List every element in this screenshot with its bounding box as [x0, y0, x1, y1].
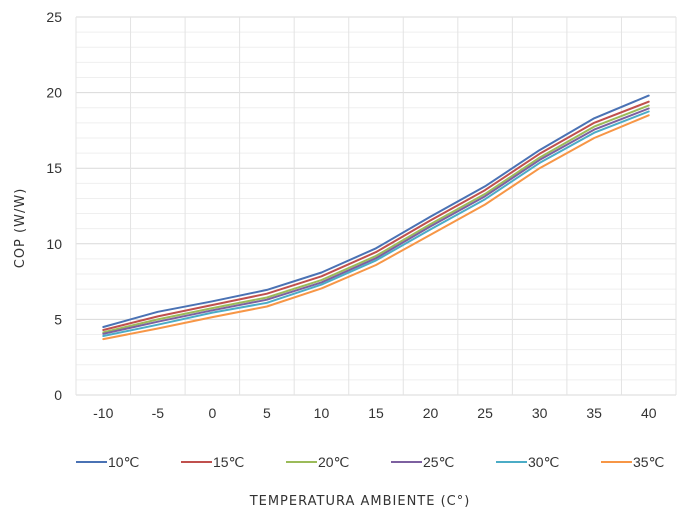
- x-tick-label: 35: [586, 405, 602, 421]
- x-tick-label: 25: [477, 405, 493, 421]
- x-tick-label: 40: [641, 405, 657, 421]
- series-line: [102, 100, 650, 331]
- legend-label: 10℃: [108, 454, 139, 470]
- x-tick-label: 0: [208, 405, 216, 421]
- legend-label: 25℃: [423, 454, 454, 470]
- series-line: [102, 110, 650, 337]
- series-lines: [102, 94, 650, 341]
- x-axis-title: TEMPERATURA AMBIENTE (C°): [249, 494, 471, 509]
- y-tick-label: 0: [54, 387, 62, 403]
- series-line: [102, 94, 650, 328]
- legend: 10℃ 15℃ 20℃ 25℃ 30℃ 35℃: [76, 454, 664, 470]
- y-axis-title: COP (W/W): [13, 188, 28, 269]
- legend-label: 30℃: [528, 454, 559, 470]
- series-line: [102, 114, 650, 341]
- x-tick-label: 15: [368, 405, 384, 421]
- x-axis-ticks: -10 -5 0 5 10 15 20 25 30 35 40: [93, 405, 657, 421]
- legend-label: 15℃: [213, 454, 244, 470]
- y-tick-label: 25: [46, 9, 62, 25]
- x-tick-label: -5: [152, 405, 165, 421]
- y-axis-ticks: 0 5 10 15 20 25: [46, 9, 62, 403]
- y-tick-label: 20: [46, 85, 62, 101]
- series-line: [102, 107, 650, 335]
- legend-label: 20℃: [318, 454, 349, 470]
- x-tick-label: 5: [263, 405, 271, 421]
- x-tick-label: 20: [423, 405, 439, 421]
- gridlines: [75, 16, 677, 396]
- x-tick-label: 30: [532, 405, 548, 421]
- legend-label: 35℃: [633, 454, 664, 470]
- y-tick-label: 10: [46, 236, 62, 252]
- x-tick-label: 10: [314, 405, 330, 421]
- y-tick-label: 15: [46, 160, 62, 176]
- x-tick-label: -10: [93, 405, 113, 421]
- series-line: [102, 104, 650, 334]
- y-tick-label: 5: [54, 311, 62, 327]
